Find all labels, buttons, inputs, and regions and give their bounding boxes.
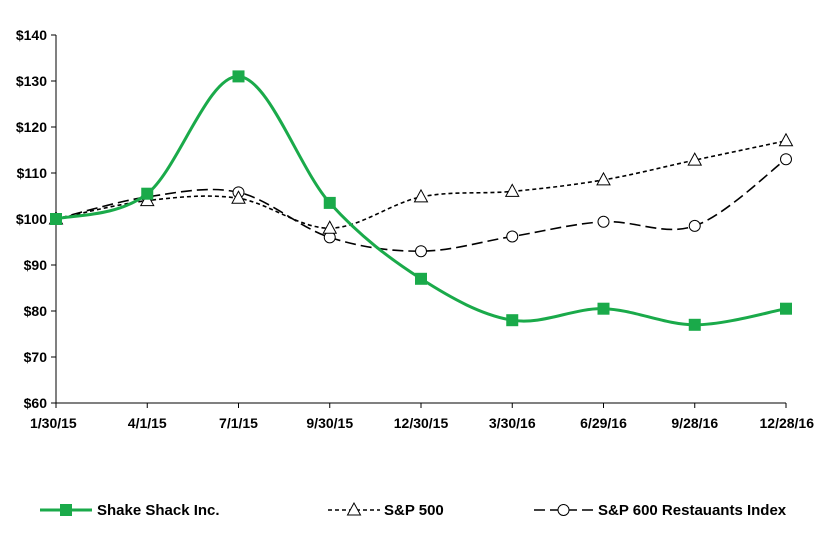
data-point-marker [504,183,520,197]
legend: Shake Shack Inc. S&P 500 S&P 600 Restauant… [40,501,787,519]
x-tick-label: 7/1/15 [219,415,258,431]
x-tick-label: 1/30/15 [30,415,77,431]
legend-label: S&P 500 [384,502,444,519]
y-tick-label: $130 [16,73,47,89]
legend-item-1: S&P 500 [328,501,444,519]
data-point-marker [346,501,362,516]
x-tick-label: 6/29/16 [580,415,627,431]
x-tick-label: 9/30/15 [306,415,353,431]
y-tick-label: $140 [16,27,47,43]
data-point-marker [557,504,570,516]
data-point-marker [415,272,427,285]
data-point-marker [596,171,611,186]
data-point-marker [323,196,336,209]
data-point-marker [597,215,610,228]
data-point-marker [60,504,72,516]
x-tick-label: 12/28/16 [760,415,815,431]
data-point-marker [141,187,154,200]
data-point-marker [778,132,794,147]
series-1 [48,132,794,234]
series-line [55,74,787,327]
y-tick-label: $80 [24,303,48,319]
y-tick-label: $60 [24,395,48,411]
data-point-marker [413,188,429,203]
data-point-marker [415,245,427,258]
y-tick-label: $70 [24,349,48,365]
data-point-marker [688,318,701,331]
legend-label: Shake Shack Inc. [97,502,220,519]
series-0 [50,70,792,331]
x-tick-label: 4/1/15 [128,415,167,431]
data-point-marker [688,219,701,232]
series-layer [48,70,794,331]
data-point-marker [506,230,519,243]
axes: $60 $70 $80 $90 $100 $110 $120 $130 $140 1/30/15 4… [16,27,814,431]
data-point-marker [231,190,246,204]
data-point-marker [506,314,519,327]
data-point-marker [322,220,338,234]
data-point-marker [780,153,792,166]
data-point-marker [597,302,610,315]
x-tick-label: 3/30/16 [489,415,536,431]
x-tick-label: 9/28/16 [671,415,718,431]
series-line [55,140,787,230]
legend-item-2: S&P 600 Restauants Index [534,502,787,519]
data-point-marker [780,302,792,315]
x-tick-label: 12/30/15 [394,415,449,431]
y-tick-label: $110 [17,165,48,181]
data-point-marker [687,152,703,166]
y-tick-label: $90 [24,257,48,273]
y-tick-label: $100 [16,211,47,227]
data-point-marker [50,213,62,225]
legend-item-0: Shake Shack Inc. [40,502,220,519]
legend-label: S&P 600 Restauants Index [598,502,787,519]
y-tick-label: $120 [16,119,47,135]
data-point-marker [232,70,245,83]
series-2 [50,153,792,258]
